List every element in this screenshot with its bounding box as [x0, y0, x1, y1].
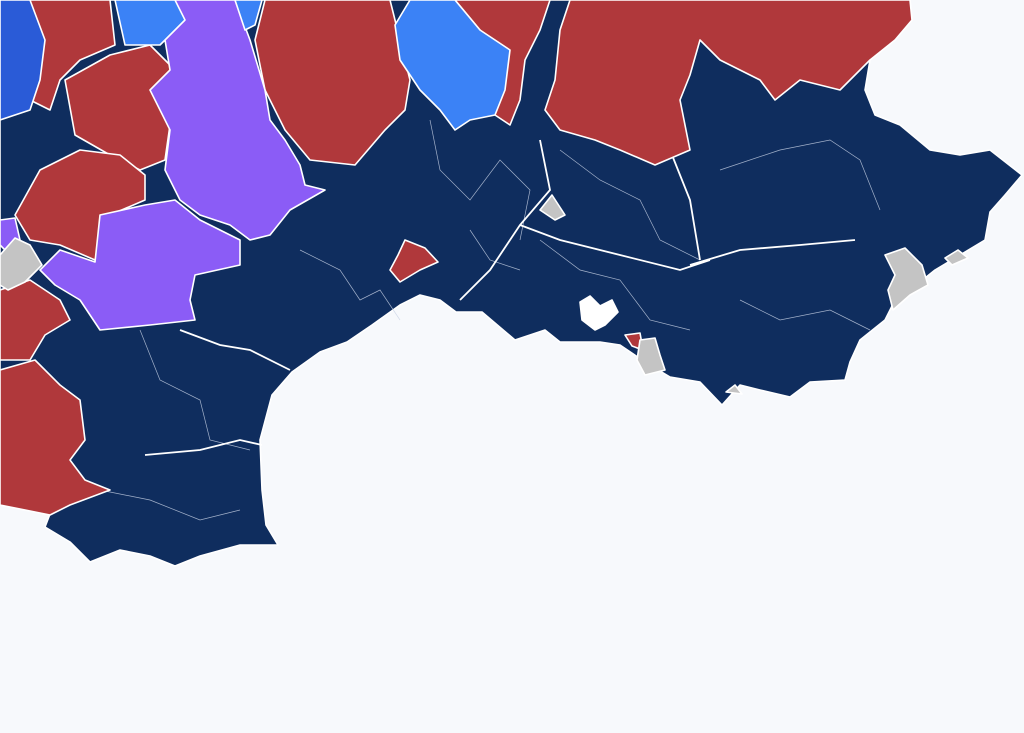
lake-berre — [579, 295, 619, 331]
blue-north[interactable] — [394, 0, 511, 131]
gray-east[interactable] — [944, 249, 969, 266]
purple-west[interactable] — [39, 199, 241, 331]
gray-nice[interactable] — [884, 247, 929, 311]
gray-west[interactable] — [0, 237, 43, 291]
red-coast-small[interactable] — [389, 239, 439, 283]
department-borders — [144, 139, 856, 456]
blue-north-small[interactable] — [114, 0, 186, 46]
red-ne[interactable] — [544, 0, 913, 166]
red-sw[interactable] — [0, 359, 111, 516]
blue-north-left[interactable] — [234, 0, 263, 31]
gray-south[interactable] — [725, 384, 743, 395]
red-w-2[interactable] — [0, 279, 71, 361]
purple-center[interactable] — [149, 0, 326, 241]
gray-toulon[interactable] — [636, 337, 666, 376]
gray-center[interactable] — [539, 194, 566, 221]
darkblue-west[interactable] — [0, 0, 46, 121]
